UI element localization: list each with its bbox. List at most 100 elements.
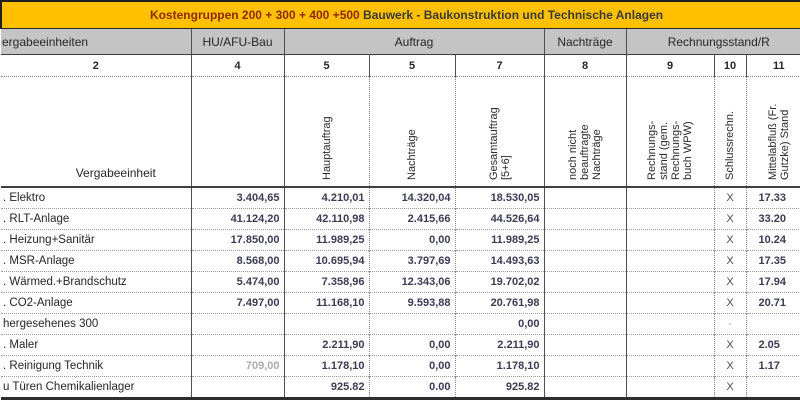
cell-hu-afu-bau[interactable]: 7.497,00 xyxy=(190,292,284,314)
colnum-2[interactable]: 2 xyxy=(1,54,191,77)
cell-rechnungsstand[interactable] xyxy=(625,187,714,209)
header-hu-afu-bau[interactable]: HU/AFU-Bau xyxy=(190,28,284,55)
cell-nachtraege[interactable] xyxy=(368,313,455,335)
cell-mittelabfluss[interactable]: 10.24 xyxy=(745,229,800,251)
header-mittelabfluss[interactable]: Mittelabfluß (Fr. Gutzke) Stand xyxy=(745,76,800,188)
cell-gesamtauftrag[interactable]: 2.211,90 xyxy=(454,334,544,356)
header-hu-afu-empty[interactable] xyxy=(190,76,284,188)
cell-rechnungsstand[interactable] xyxy=(625,376,714,400)
cell-vergabeeinheit[interactable]: . Maler xyxy=(1,334,191,356)
cell-nachtraege[interactable]: 0,00 xyxy=(368,334,455,356)
cell-vergabeeinheit[interactable]: . Elektro xyxy=(3,192,46,204)
cell-vergabeeinheit[interactable]: . CO2-Anlage xyxy=(1,292,191,314)
cell-nachtraege[interactable]: 3.797,69 xyxy=(368,250,455,272)
cell-rechnungsstand[interactable] xyxy=(625,250,714,272)
cell-vergabeeinheit[interactable]: . RLT-Anlage xyxy=(1,208,191,230)
cell-rechnungsstand[interactable] xyxy=(625,313,714,335)
cell-gesamtauftrag[interactable]: 19.702,02 xyxy=(454,271,544,293)
cell-hu-afu-bau[interactable] xyxy=(190,313,284,335)
cell-hauptauftrag[interactable]: 11.168,10 xyxy=(283,292,369,314)
cell-rechnungsstand[interactable] xyxy=(625,271,714,293)
header-schlussrechnung[interactable]: Schlussrechn. xyxy=(713,76,746,188)
cell-nn-beauftragte[interactable] xyxy=(543,250,626,272)
cell-schlussrechnung[interactable]: X xyxy=(713,355,746,377)
cell-mittelabfluss[interactable] xyxy=(745,313,800,335)
cell-nn-beauftragte[interactable] xyxy=(543,208,626,230)
cell-schlussrechnung[interactable]: - xyxy=(713,313,746,335)
cell-hu-afu-bau[interactable] xyxy=(190,376,284,400)
cell-vergabeeinheit[interactable]: . Reinigung Technik xyxy=(1,355,191,377)
cell-schlussrechnung[interactable]: X xyxy=(713,292,746,314)
cell-hauptauftrag[interactable]: 42.110,98 xyxy=(283,208,369,230)
cell-vergabeeinheit[interactable]: hergesehenes 300 xyxy=(1,313,191,335)
header-gesamtauftrag[interactable]: Gesamtauftrag [5+6] xyxy=(454,76,544,188)
header-rechnungsstand[interactable]: Rechnungsstand/R xyxy=(625,28,800,55)
cell-hu-afu-bau[interactable]: 709,00 xyxy=(190,355,284,377)
cell-gesamtauftrag[interactable]: 925.82 xyxy=(454,376,544,400)
header-vergabeeinheiten[interactable]: ergabeeinheiten xyxy=(1,28,191,55)
header-rechnungsstand-col[interactable]: Rechnungs- stand (gem. Rechnungs- buch W… xyxy=(625,76,714,188)
cell-nachtraege[interactable]: 2.415,66 xyxy=(368,208,455,230)
cell-schlussrechnung[interactable]: X xyxy=(713,334,746,356)
cell-hauptauftrag[interactable]: 925.82 xyxy=(283,376,369,400)
cell-hu-afu-bau[interactable]: 3.404,65 xyxy=(190,187,284,209)
header-nachtraege-col[interactable]: Nachträge xyxy=(368,76,455,188)
cell-nn-beauftragte[interactable] xyxy=(543,292,626,314)
cell-gesamtauftrag[interactable]: 11.989,25 xyxy=(454,229,544,251)
cell-gesamtauftrag[interactable]: 20.761,98 xyxy=(454,292,544,314)
cell-nachtraege[interactable]: 12.343,06 xyxy=(368,271,455,293)
cell-gesamtauftrag[interactable]: 14.493,63 xyxy=(454,250,544,272)
cell-vergabeeinheit[interactable]: u Türen Chemikalienlager xyxy=(1,376,191,400)
cell-nn-beauftragte[interactable] xyxy=(543,376,626,400)
colnum-5b[interactable]: 5 xyxy=(368,54,455,77)
cell-rechnungsstand[interactable] xyxy=(625,229,714,251)
cell-vergabeeinheit[interactable]: . Heizung+Sanitär xyxy=(1,229,191,251)
cell-schlussrechnung[interactable]: X xyxy=(713,208,746,230)
colnum-5a[interactable]: 5 xyxy=(283,54,369,77)
cell-hauptauftrag[interactable]: 1.178,10 xyxy=(283,355,369,377)
header-vergabeeinheit[interactable]: Vergabeeinheit xyxy=(1,76,191,188)
cell-nn-beauftragte[interactable] xyxy=(543,355,626,377)
cell-gesamtauftrag[interactable]: 18.530,05 xyxy=(454,187,544,209)
cell-schlussrechnung[interactable]: X xyxy=(713,376,746,400)
cell-hauptauftrag[interactable] xyxy=(283,313,369,335)
header-nn-beauftragte[interactable]: noch nicht beauftragte Nachträge xyxy=(543,76,626,188)
cell-nachtraege[interactable]: 0,00 xyxy=(368,355,455,377)
cell-mittelabfluss[interactable]: 2.05 xyxy=(745,334,800,356)
cell-rechnungsstand[interactable] xyxy=(625,355,714,377)
cell-hauptauftrag[interactable]: 2.211,90 xyxy=(283,334,369,356)
cell-mittelabfluss[interactable] xyxy=(745,376,800,400)
cell-nachtraege[interactable]: 9.593,88 xyxy=(368,292,455,314)
cell-hu-afu-bau[interactable]: 8.568,00 xyxy=(190,250,284,272)
colnum-11[interactable]: 11 xyxy=(745,54,800,77)
cell-schlussrechnung[interactable]: X xyxy=(713,271,746,293)
cell-schlussrechnung[interactable]: X xyxy=(713,187,746,209)
cell-schlussrechnung[interactable]: X xyxy=(713,229,746,251)
colnum-4[interactable]: 4 xyxy=(190,54,284,77)
header-auftrag[interactable]: Auftrag xyxy=(283,28,544,55)
cell-mittelabfluss[interactable]: 17.35 xyxy=(745,250,800,272)
cell-mittelabfluss[interactable]: 20.71 xyxy=(745,292,800,314)
colnum-9[interactable]: 9 xyxy=(625,54,714,77)
cell-hauptauftrag[interactable]: 7.358,96 xyxy=(283,271,369,293)
cell-mittelabfluss[interactable]: 17.94 xyxy=(745,271,800,293)
cell-mittelabfluss[interactable]: 17.33 xyxy=(745,187,800,209)
cell-nn-beauftragte[interactable] xyxy=(543,187,626,209)
colnum-8[interactable]: 8 xyxy=(543,54,626,77)
cell-gesamtauftrag[interactable]: 44.526,64 xyxy=(454,208,544,230)
cell-vergabeeinheit[interactable]: . MSR-Anlage xyxy=(1,250,191,272)
colnum-10[interactable]: 10 xyxy=(713,54,746,77)
cell-rechnungsstand[interactable] xyxy=(625,208,714,230)
header-hauptauftrag[interactable]: Hauptauftrag xyxy=(283,76,369,188)
cell-nachtraege[interactable]: 14.320,04 xyxy=(368,187,455,209)
cell-nn-beauftragte[interactable] xyxy=(543,271,626,293)
cell-gesamtauftrag[interactable]: 1.178,10 xyxy=(454,355,544,377)
cell-schlussrechnung[interactable]: X xyxy=(713,250,746,272)
cell-mittelabfluss[interactable]: 33.20 xyxy=(745,208,800,230)
cell-hu-afu-bau[interactable]: 41.124,20 xyxy=(190,208,284,230)
cell-hauptauftrag[interactable]: 10.695,94 xyxy=(283,250,369,272)
cell-vergabeeinheit[interactable]: . Wärmed.+Brandschutz xyxy=(1,271,191,293)
cell-nachtraege[interactable]: 0,00 xyxy=(368,229,455,251)
cell-hauptauftrag[interactable]: 11.989,25 xyxy=(283,229,369,251)
cell-hu-afu-bau[interactable]: 5.474,00 xyxy=(190,271,284,293)
